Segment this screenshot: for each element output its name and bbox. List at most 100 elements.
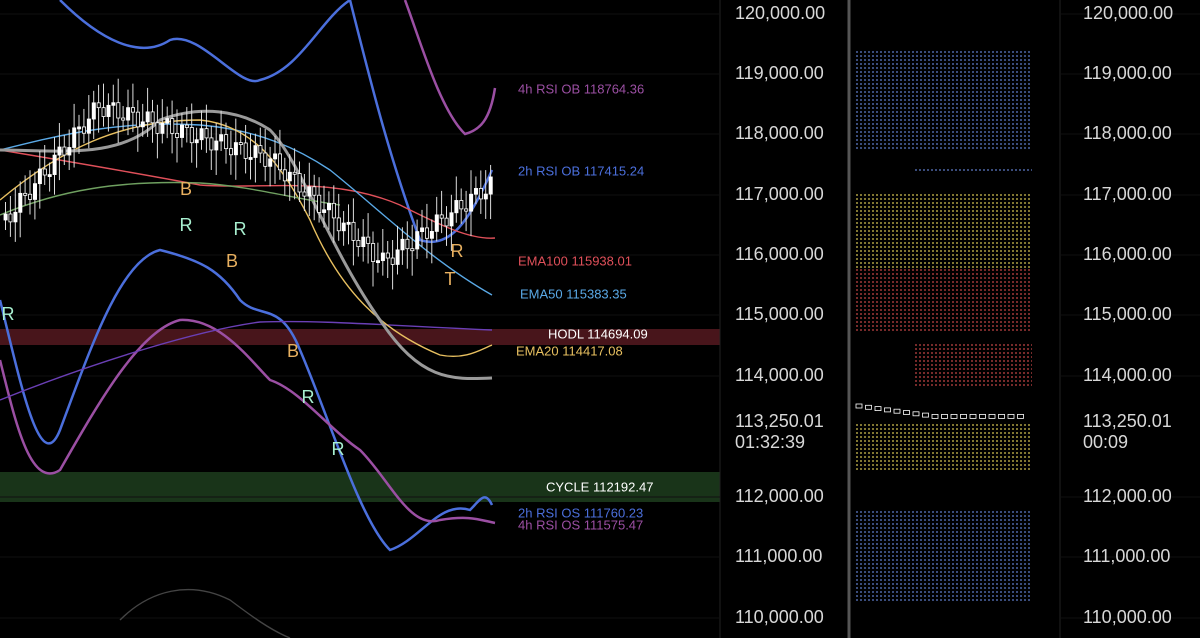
mini-candle	[855, 403, 863, 409]
candle	[371, 243, 376, 262]
candle	[116, 102, 121, 119]
candle	[375, 260, 380, 264]
candle	[204, 128, 209, 139]
ema20	[0, 119, 493, 357]
price-label: 116,000.00	[735, 244, 824, 264]
indicator-label: 2h RSI OB 117415.24	[518, 163, 644, 178]
price-label: 114,000.00	[735, 365, 824, 385]
candle	[135, 111, 140, 128]
candle	[209, 137, 214, 151]
candle	[395, 249, 400, 265]
candle	[351, 221, 356, 241]
candle	[322, 209, 327, 213]
indicator-lines	[0, 0, 497, 552]
candle	[434, 214, 439, 232]
candle	[57, 146, 62, 156]
rsi4h-upper	[403, 0, 497, 136]
order-levels	[855, 51, 1032, 601]
candle	[258, 145, 263, 154]
candle	[233, 142, 238, 156]
indicator-label: EMA100 115938.01	[518, 253, 632, 268]
candle	[179, 124, 184, 138]
mini-candle	[922, 412, 929, 418]
current-price: 113,250.01	[735, 411, 824, 431]
candle	[263, 152, 268, 167]
candle	[312, 186, 317, 196]
candle	[72, 127, 77, 148]
price-label: 120,000.00	[735, 3, 825, 23]
price-label: 117,000.00	[735, 184, 824, 204]
candle	[410, 248, 415, 252]
candle	[361, 236, 366, 248]
indicator-label: 2h RSI OS 111760.23	[518, 505, 643, 520]
candle	[287, 171, 292, 182]
candle	[483, 193, 488, 200]
rsi2h-lower	[0, 248, 494, 552]
candle	[282, 169, 287, 182]
candle	[366, 236, 371, 244]
candle	[33, 183, 38, 200]
candle	[189, 127, 194, 144]
current-price: 113,250.01	[1083, 411, 1172, 431]
candle	[449, 212, 454, 227]
mini-candle	[998, 413, 1005, 419]
candle	[62, 146, 67, 156]
candle	[478, 188, 483, 200]
indicator-label: CYCLE 112192.47	[546, 479, 653, 494]
candle	[184, 124, 189, 128]
price-label: 111,000.00	[1083, 546, 1170, 566]
candle	[199, 128, 204, 141]
price-label: 115,000.00	[1083, 304, 1172, 324]
candle	[23, 192, 28, 196]
countdown: 01:32:39	[735, 432, 805, 452]
price-label: 116,000.00	[1083, 244, 1172, 264]
mini-candle	[1017, 413, 1024, 419]
candle	[194, 139, 199, 144]
sma	[0, 109, 493, 381]
price-label: 112,000.00	[735, 486, 824, 506]
candle	[145, 111, 150, 123]
signal-marker: B	[226, 251, 238, 271]
mini-candle	[979, 413, 986, 419]
candle	[52, 154, 57, 175]
candle	[268, 158, 273, 167]
candle	[238, 142, 243, 145]
signal-marker: R	[302, 387, 315, 407]
signal-marker: R	[234, 219, 247, 239]
candle	[91, 102, 96, 120]
signal-marker: R	[332, 439, 345, 459]
price-label: 115,000.00	[735, 304, 824, 324]
candle	[96, 102, 101, 109]
candle	[277, 153, 282, 171]
ema-green	[0, 181, 341, 216]
price-label: 117,000.00	[1083, 184, 1172, 204]
candle	[273, 153, 278, 160]
mini-candle	[950, 413, 958, 419]
candle	[346, 221, 351, 225]
candle	[400, 238, 405, 251]
candle	[86, 118, 91, 134]
candle	[219, 134, 224, 142]
candle	[302, 191, 307, 197]
mini-candle	[874, 406, 882, 412]
candle	[37, 168, 42, 185]
candle	[331, 202, 336, 219]
candle	[464, 208, 469, 212]
candle	[126, 107, 131, 121]
candle	[444, 217, 449, 227]
hodl-band	[0, 329, 720, 345]
mini-candle	[912, 411, 920, 417]
candle	[67, 147, 72, 156]
candle	[253, 145, 258, 158]
candle	[341, 222, 346, 232]
candle	[326, 202, 331, 211]
ema200	[0, 320, 493, 401]
mini-candle	[931, 413, 939, 419]
candle	[307, 186, 312, 197]
mini-candle	[865, 404, 872, 410]
price-label: 114,000.00	[1083, 365, 1172, 385]
candle	[8, 213, 13, 223]
candle	[297, 173, 302, 193]
